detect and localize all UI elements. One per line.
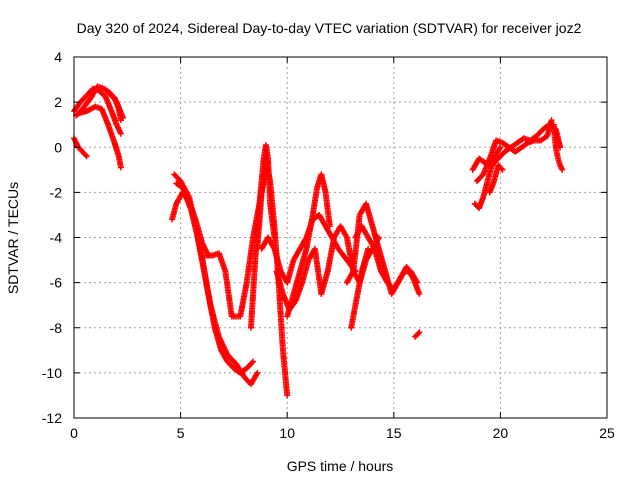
axis-ticks: 0 5 10 15 20 25 -12 -10 -8 -6 -4 -2 0 2 4 — [42, 49, 615, 441]
y-tick-label: -6 — [50, 275, 63, 291]
data-point — [498, 165, 505, 172]
data-point — [83, 153, 90, 160]
data-point — [117, 164, 124, 171]
y-tick-label: 2 — [54, 94, 62, 110]
data-point — [82, 152, 89, 159]
y-axis-label: SDTVAR / TECUs — [5, 182, 21, 294]
x-axis-label: GPS time / hours — [287, 458, 394, 474]
data-point — [249, 359, 256, 366]
y-tick-label: -2 — [50, 184, 63, 200]
data-point — [499, 166, 506, 173]
data-point — [548, 117, 555, 124]
x-tick-label: 25 — [599, 425, 615, 441]
x-tick-label: 10 — [279, 425, 295, 441]
data-point — [365, 245, 372, 252]
x-tick-label: 5 — [177, 425, 185, 441]
data-point — [497, 144, 504, 151]
y-tick-label: -8 — [50, 320, 63, 336]
data-point — [117, 117, 124, 124]
y-tick-label: 4 — [54, 49, 62, 65]
data-point — [250, 358, 257, 365]
data-point — [416, 329, 423, 336]
data-points — [71, 83, 566, 399]
y-tick-label: -4 — [50, 230, 63, 246]
y-tick-label: 0 — [54, 139, 62, 155]
x-tick-label: 0 — [70, 425, 78, 441]
x-tick-label: 20 — [493, 425, 509, 441]
y-tick-label: -10 — [42, 365, 62, 381]
data-point — [254, 369, 261, 376]
chart-title: Day 320 of 2024, Sidereal Day-to-day VTE… — [77, 20, 582, 36]
data-point — [559, 166, 566, 173]
data-point — [416, 290, 423, 297]
x-tick-label: 15 — [386, 425, 402, 441]
data-point — [326, 223, 333, 230]
data-point — [284, 392, 291, 399]
data-point — [415, 330, 422, 337]
grid-lines — [74, 57, 607, 418]
y-tick-label: -12 — [42, 410, 62, 426]
data-point — [117, 130, 124, 137]
